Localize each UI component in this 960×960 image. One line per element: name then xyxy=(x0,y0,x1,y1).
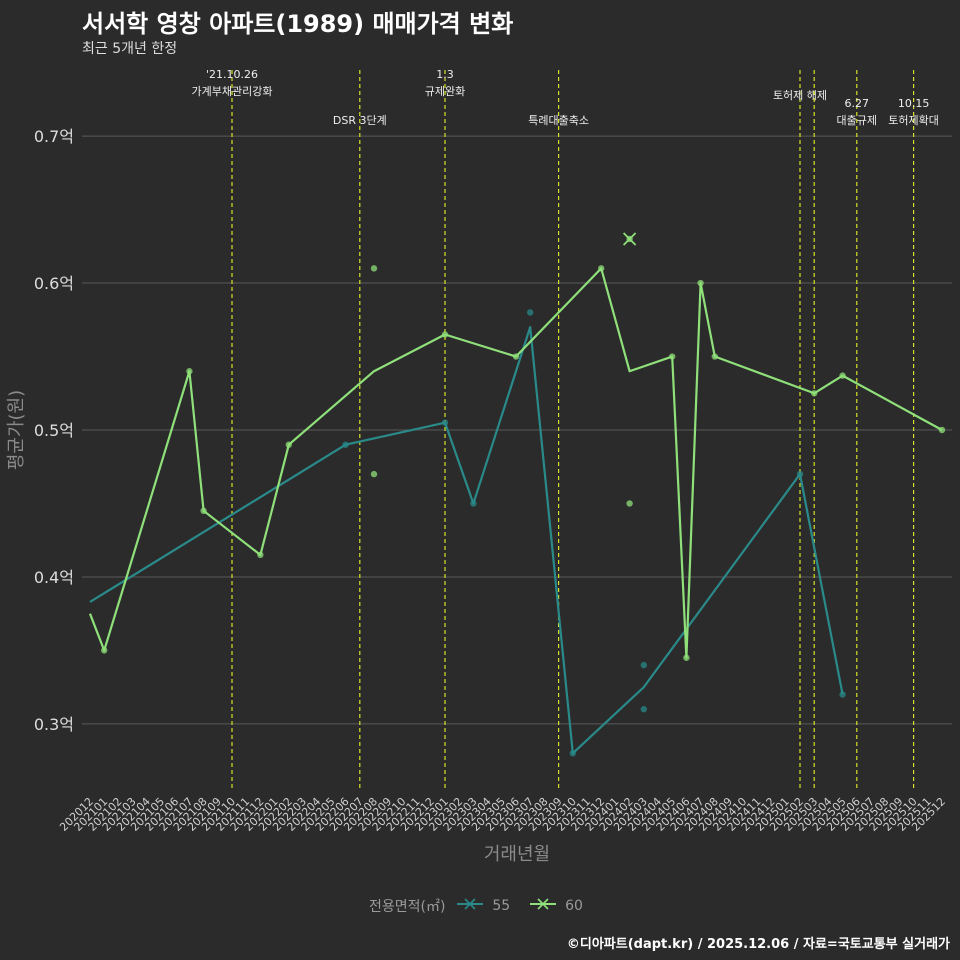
y-axis-title: 평균가(원) xyxy=(6,390,27,470)
data-point-60 xyxy=(683,654,690,661)
legend-label-55: 55 xyxy=(492,898,511,914)
event-label: 1.3 xyxy=(436,68,454,81)
data-point-60 xyxy=(186,368,193,375)
event-label: DSR 3단계 xyxy=(333,114,387,127)
data-point-55 xyxy=(527,309,534,316)
y-tick-label: 0.3억 xyxy=(34,715,74,734)
legend-title: 전용면적(㎡) xyxy=(369,899,446,915)
data-point-55 xyxy=(342,441,349,448)
event-label: '21.10.26 xyxy=(206,68,258,81)
data-point-60 xyxy=(257,551,264,559)
event-label: 10.15 xyxy=(898,97,930,110)
data-point-60 xyxy=(441,331,449,338)
data-point-60 xyxy=(598,265,605,272)
data-point-55 xyxy=(640,661,647,669)
data-point-60 xyxy=(101,647,108,654)
data-point-60 xyxy=(669,353,676,360)
chart-subtitle: 최근 5개년 한정 xyxy=(82,41,178,57)
legend: 전용면적(㎡) 55 60 xyxy=(0,896,960,916)
data-point-60 xyxy=(370,265,378,272)
y-tick-label: 0.6억 xyxy=(34,274,74,293)
data-point-55 xyxy=(470,500,477,507)
data-point-55 xyxy=(640,705,647,713)
chart-title: 서서학 영창 아파트(1989) 매매가격 변화 xyxy=(82,10,514,38)
y-tick-label: 0.4억 xyxy=(34,568,74,587)
legend-key-55 xyxy=(456,896,484,916)
event-label: 토허제확대 xyxy=(888,114,939,127)
data-point-60 xyxy=(839,372,846,379)
legend-key-60 xyxy=(529,896,557,916)
data-point-60 xyxy=(626,500,633,507)
event-label: 대출규제 xyxy=(837,114,877,127)
event-label: 토허제 해제 xyxy=(773,88,827,102)
event-label: 규제완화 xyxy=(425,85,465,98)
data-point-60 xyxy=(711,353,718,360)
series-line-55 xyxy=(89,326,844,755)
data-point-60 xyxy=(512,353,520,360)
source-caption: ©디아파트(dapt.kr) / 2025.12.06 / 자료=국토교통부 실… xyxy=(566,937,950,952)
data-point-60 xyxy=(938,426,946,434)
data-point-60 xyxy=(285,441,292,448)
x-axis-title: 거래년월 xyxy=(484,844,550,865)
data-point-60 xyxy=(697,279,704,287)
y-tick-label: 0.5억 xyxy=(34,421,74,440)
event-label: 가계부채관리강화 xyxy=(192,85,273,98)
data-point-55 xyxy=(839,691,846,698)
legend-label-60: 60 xyxy=(565,898,583,914)
y-tick-label: 0.7억 xyxy=(34,127,74,146)
event-label: 특례대출축소 xyxy=(528,114,589,127)
series-line-60 xyxy=(88,267,943,659)
data-point-60 xyxy=(200,507,207,515)
data-point-60 xyxy=(626,235,633,243)
data-point-55 xyxy=(796,470,804,478)
data-point-55 xyxy=(441,419,449,426)
data-point-55 xyxy=(569,750,576,757)
data-point-60 xyxy=(811,390,818,397)
data-point-60 xyxy=(370,470,378,478)
event-label: 6.27 xyxy=(845,97,870,110)
